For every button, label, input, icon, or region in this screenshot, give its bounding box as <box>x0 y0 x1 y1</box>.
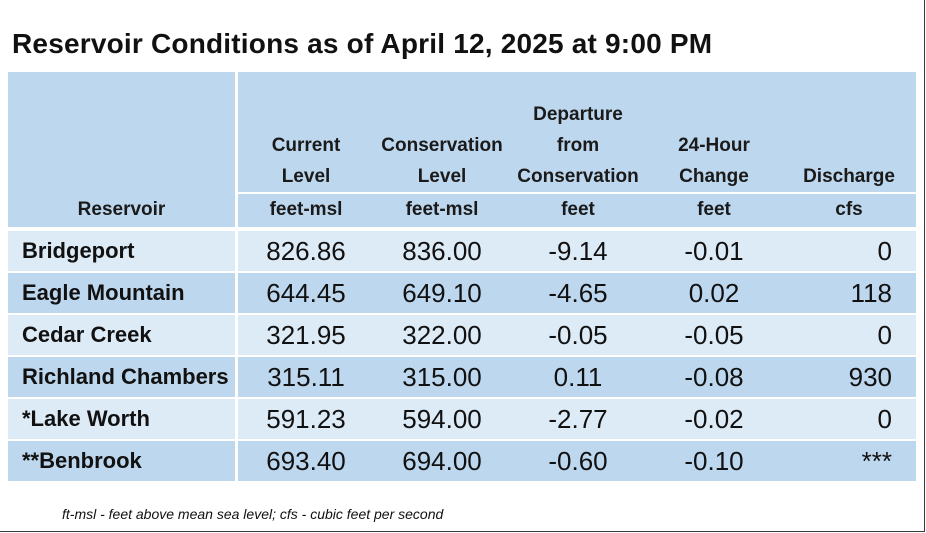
table-row: Bridgeport 826.86 836.00 -9.14 -0.01 0 <box>8 231 916 271</box>
table-row: **Benbrook 693.40 694.00 -0.60 -0.10 *** <box>8 439 916 481</box>
reservoir-name: Cedar Creek <box>8 313 238 355</box>
departure-cell: -2.77 <box>510 397 646 439</box>
conservation-level-cell: 694.00 <box>374 439 510 481</box>
current-level-cell: 644.45 <box>238 271 374 313</box>
reservoir-name: *Lake Worth <box>8 397 238 439</box>
header-reservoir: Reservoir <box>8 72 238 227</box>
conservation-level-cell: 594.00 <box>374 397 510 439</box>
discharge-cell: *** <box>782 439 916 481</box>
reservoir-name: **Benbrook <box>8 439 238 481</box>
reservoir-name: Eagle Mountain <box>8 271 238 313</box>
header-label: Level <box>281 166 331 187</box>
header-current-level: Current Level feet-msl <box>238 72 374 227</box>
page-title: Reservoir Conditions as of April 12, 202… <box>12 28 713 59</box>
header-24-hour-change: 24-Hour Change feet <box>646 72 782 227</box>
current-level-cell: 826.86 <box>238 231 374 271</box>
discharge-cell: 0 <box>782 231 916 271</box>
departure-cell: -9.14 <box>510 231 646 271</box>
header-unit: feet-msl <box>238 192 374 225</box>
header-label: Discharge <box>803 166 895 187</box>
change-cell: -0.10 <box>646 439 782 481</box>
header-unit: feet <box>510 192 646 225</box>
change-cell: -0.05 <box>646 313 782 355</box>
conservation-level-cell: 322.00 <box>374 313 510 355</box>
departure-cell: -0.05 <box>510 313 646 355</box>
change-cell: -0.08 <box>646 355 782 397</box>
header-label: Conservation <box>381 135 503 156</box>
departure-cell: -0.60 <box>510 439 646 481</box>
header-label: Reservoir <box>77 199 166 220</box>
departure-cell: 0.11 <box>510 355 646 397</box>
header-label: Level <box>417 166 467 187</box>
table-row: *Lake Worth 591.23 594.00 -2.77 -0.02 0 <box>8 397 916 439</box>
footnote: ft-msl - feet above mean sea level; cfs … <box>62 506 444 522</box>
reservoir-name: Bridgeport <box>8 231 238 271</box>
discharge-cell: 0 <box>782 397 916 439</box>
table-row: Eagle Mountain 644.45 649.10 -4.65 0.02 … <box>8 271 916 313</box>
header-label: Conservation <box>517 166 639 187</box>
header-departure: Departure from Conservation feet <box>510 72 646 227</box>
discharge-cell: 0 <box>782 313 916 355</box>
current-level-cell: 321.95 <box>238 313 374 355</box>
header-label: from <box>556 135 600 156</box>
departure-cell: -4.65 <box>510 271 646 313</box>
header-unit: feet-msl <box>374 192 510 225</box>
header-label: Change <box>679 166 749 187</box>
header-label: 24-Hour <box>678 135 750 156</box>
conservation-level-cell: 649.10 <box>374 271 510 313</box>
current-level-cell: 315.11 <box>238 355 374 397</box>
header-separator <box>8 227 916 231</box>
change-cell: -0.01 <box>646 231 782 271</box>
header-label: Current <box>271 135 341 156</box>
conservation-level-cell: 315.00 <box>374 355 510 397</box>
current-level-cell: 591.23 <box>238 397 374 439</box>
header-unit: cfs <box>782 192 916 225</box>
current-level-cell: 693.40 <box>238 439 374 481</box>
table-row: Cedar Creek 321.95 322.00 -0.05 -0.05 0 <box>8 313 916 355</box>
table-header-row: Reservoir Current Level feet-msl Conserv… <box>8 72 916 227</box>
conservation-level-cell: 836.00 <box>374 231 510 271</box>
header-discharge: Discharge cfs <box>782 72 916 227</box>
table-row: Richland Chambers 315.11 315.00 0.11 -0.… <box>8 355 916 397</box>
reservoir-table: Reservoir Current Level feet-msl Conserv… <box>8 72 916 481</box>
reservoir-name: Richland Chambers <box>8 355 238 397</box>
header-unit: feet <box>646 192 782 225</box>
header-conservation-level: Conservation Level feet-msl <box>374 72 510 227</box>
change-cell: -0.02 <box>646 397 782 439</box>
discharge-cell: 118 <box>782 271 916 313</box>
change-cell: 0.02 <box>646 271 782 313</box>
header-label: Departure <box>533 104 623 125</box>
discharge-cell: 930 <box>782 355 916 397</box>
